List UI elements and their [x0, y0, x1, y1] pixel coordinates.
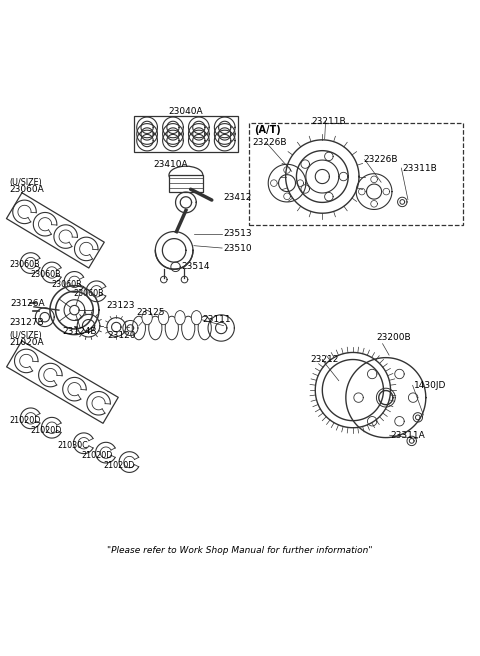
- Text: 1430JD: 1430JD: [414, 381, 446, 390]
- Text: 23510: 23510: [224, 243, 252, 253]
- Text: 23226B: 23226B: [252, 138, 287, 147]
- Polygon shape: [41, 417, 61, 438]
- Polygon shape: [119, 452, 139, 472]
- Text: 21020D: 21020D: [30, 426, 61, 434]
- Ellipse shape: [142, 310, 152, 325]
- Text: 23126A: 23126A: [11, 299, 45, 308]
- Bar: [134, 116, 238, 152]
- Text: 21020A: 21020A: [10, 338, 44, 346]
- Text: 23410A: 23410A: [153, 160, 188, 169]
- Text: 23060A: 23060A: [10, 185, 44, 194]
- Text: 23111: 23111: [203, 315, 231, 324]
- Text: 23211B: 23211B: [312, 117, 346, 125]
- Polygon shape: [41, 262, 61, 283]
- Text: (U/SIZE): (U/SIZE): [10, 331, 42, 340]
- Text: 23060B: 23060B: [10, 260, 40, 269]
- Text: 23513: 23513: [224, 230, 252, 238]
- Text: 23060B: 23060B: [30, 270, 61, 279]
- Text: 23412: 23412: [224, 194, 252, 202]
- Text: 23123: 23123: [106, 301, 134, 310]
- Text: 23212: 23212: [311, 356, 339, 365]
- Text: 21030C: 21030C: [58, 441, 88, 450]
- Text: (U/SIZE): (U/SIZE): [10, 178, 42, 187]
- Polygon shape: [96, 442, 115, 463]
- Polygon shape: [20, 253, 40, 274]
- Text: 23226B: 23226B: [363, 155, 398, 164]
- Ellipse shape: [181, 316, 195, 340]
- Ellipse shape: [175, 310, 185, 325]
- Text: 21020D: 21020D: [10, 416, 41, 425]
- Text: 23120: 23120: [108, 331, 136, 340]
- Text: 23311B: 23311B: [402, 163, 437, 173]
- Text: "Please refer to Work Shop Manual for further information": "Please refer to Work Shop Manual for fu…: [107, 546, 373, 554]
- Ellipse shape: [132, 316, 145, 340]
- Ellipse shape: [165, 316, 179, 340]
- Ellipse shape: [149, 316, 162, 340]
- Text: (A/T): (A/T): [254, 125, 281, 135]
- Ellipse shape: [198, 316, 211, 340]
- Text: 21020D: 21020D: [104, 461, 135, 470]
- Text: 23060B: 23060B: [51, 279, 82, 289]
- Ellipse shape: [192, 310, 202, 325]
- Polygon shape: [73, 433, 93, 453]
- Polygon shape: [64, 272, 84, 293]
- Bar: [169, 175, 203, 192]
- Ellipse shape: [158, 310, 169, 325]
- Text: 23127B: 23127B: [10, 318, 44, 327]
- Polygon shape: [86, 281, 106, 302]
- Polygon shape: [7, 341, 118, 423]
- Text: 23060B: 23060B: [73, 289, 104, 298]
- Text: 23311A: 23311A: [391, 431, 425, 440]
- Text: 23200B: 23200B: [376, 333, 411, 342]
- Polygon shape: [6, 193, 104, 268]
- Ellipse shape: [169, 166, 203, 184]
- Polygon shape: [20, 408, 40, 428]
- Text: 23124B: 23124B: [62, 327, 96, 337]
- Text: 23125: 23125: [136, 308, 165, 318]
- Text: 21020D: 21020D: [81, 451, 112, 461]
- Text: 23514: 23514: [181, 262, 210, 272]
- Text: 23040A: 23040A: [168, 107, 203, 116]
- Bar: [250, 123, 464, 224]
